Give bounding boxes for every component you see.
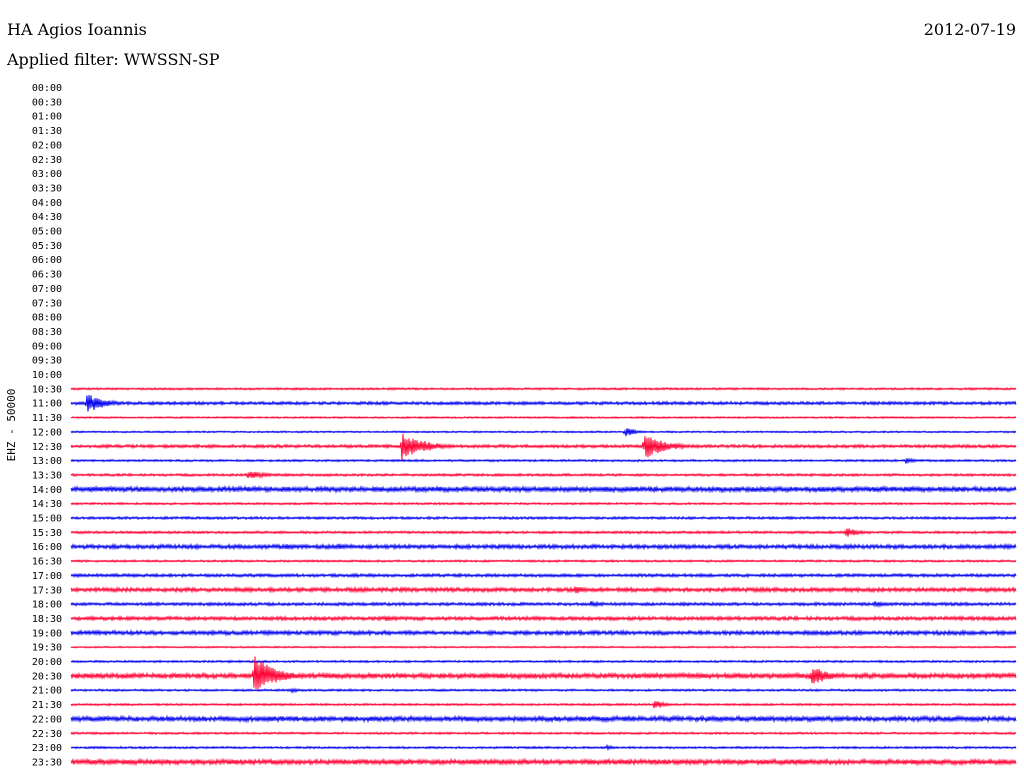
trace-1500 — [70, 515, 1017, 521]
row-label-1030: 10:30 — [32, 384, 62, 395]
trace-2230 — [70, 731, 1017, 736]
row-label-1930: 19:30 — [32, 643, 62, 654]
trace-1330 — [70, 471, 1017, 480]
row-label-1130: 11:30 — [32, 413, 62, 424]
row-label-2000: 20:00 — [32, 657, 62, 668]
row-label-0800: 08:00 — [32, 313, 62, 324]
trace-1030 — [70, 386, 1017, 391]
row-labels: 00:00 00:30 01:00 01:30 02:00 02:30 03:00 03:30… — [32, 83, 62, 768]
trace-1430 — [70, 501, 1017, 506]
row-label-0400: 04:00 — [32, 198, 62, 209]
trace-2330 — [70, 757, 1017, 767]
row-label-1900: 19:00 — [32, 628, 62, 639]
trace-1900 — [70, 628, 1017, 637]
row-label-0730: 07:30 — [32, 298, 62, 309]
trace-1930 — [70, 645, 1017, 649]
row-label-0530: 05:30 — [32, 241, 62, 252]
row-label-0900: 09:00 — [32, 341, 62, 352]
trace-2130 — [70, 700, 1017, 709]
filter-label: Applied filter: WWSSN-SP — [7, 50, 220, 69]
row-label-0600: 06:00 — [32, 255, 62, 266]
row-label-1430: 14:30 — [32, 499, 62, 510]
trace-2000 — [70, 659, 1017, 664]
row-label-2330: 23:30 — [32, 757, 62, 768]
row-label-1800: 18:00 — [32, 600, 62, 611]
row-label-1100: 11:00 — [32, 399, 62, 410]
row-label-1000: 10:00 — [32, 370, 62, 381]
row-label-1500: 15:00 — [32, 514, 62, 525]
station-title: HA Agios Ioannis — [7, 20, 147, 39]
trace-1130 — [70, 415, 1017, 420]
row-label-1200: 12:00 — [32, 427, 62, 438]
row-label-1230: 12:30 — [32, 442, 62, 453]
row-label-0630: 06:30 — [32, 270, 62, 281]
trace-1400 — [70, 484, 1017, 494]
row-label-2100: 21:00 — [32, 686, 62, 697]
trace-2030 — [70, 656, 1017, 690]
row-label-0200: 02:00 — [32, 140, 62, 151]
trace-1100 — [70, 395, 1017, 412]
trace-rows — [70, 386, 1017, 767]
row-label-2200: 22:00 — [32, 714, 62, 725]
row-label-0130: 01:30 — [32, 126, 62, 137]
row-label-1300: 13:00 — [32, 456, 62, 467]
row-label-0100: 01:00 — [32, 112, 62, 123]
row-label-0000: 00:00 — [32, 83, 62, 94]
trace-2100 — [70, 687, 1017, 694]
row-label-1830: 18:30 — [32, 614, 62, 625]
row-label-1600: 16:00 — [32, 542, 62, 553]
row-label-1630: 16:30 — [32, 557, 62, 568]
row-label-1530: 15:30 — [32, 528, 62, 539]
row-label-2300: 23:00 — [32, 743, 62, 754]
row-label-1400: 14:00 — [32, 485, 62, 496]
row-label-2230: 22:30 — [32, 729, 62, 740]
trace-1730 — [70, 585, 1017, 594]
date-label: 2012-07-19 — [923, 20, 1016, 39]
row-label-0030: 00:30 — [32, 97, 62, 108]
row-label-0830: 08:30 — [32, 327, 62, 338]
trace-1530 — [70, 528, 1017, 537]
trace-1230 — [70, 433, 1017, 460]
row-label-0300: 03:00 — [32, 169, 62, 180]
trace-1300 — [70, 457, 1017, 465]
row-label-0930: 09:30 — [32, 356, 62, 367]
trace-1800 — [70, 600, 1017, 608]
trace-1600 — [70, 542, 1017, 551]
trace-1630 — [70, 559, 1017, 564]
row-label-1730: 17:30 — [32, 585, 62, 596]
trace-2300 — [70, 743, 1017, 752]
trace-1830 — [70, 614, 1017, 622]
trace-1200 — [70, 428, 1017, 437]
row-label-1330: 13:30 — [32, 470, 62, 481]
row-label-0330: 03:30 — [32, 183, 62, 194]
channel-label: EHZ - 50000 — [5, 389, 18, 462]
row-label-2030: 20:30 — [32, 671, 62, 682]
trace-1700 — [70, 572, 1017, 579]
row-label-0700: 07:00 — [32, 284, 62, 295]
trace-2200 — [70, 714, 1017, 724]
row-label-0230: 02:30 — [32, 155, 62, 166]
row-label-0430: 04:30 — [32, 212, 62, 223]
row-label-1700: 17:00 — [32, 571, 62, 582]
row-label-2130: 21:30 — [32, 700, 62, 711]
row-label-0500: 05:00 — [32, 227, 62, 238]
